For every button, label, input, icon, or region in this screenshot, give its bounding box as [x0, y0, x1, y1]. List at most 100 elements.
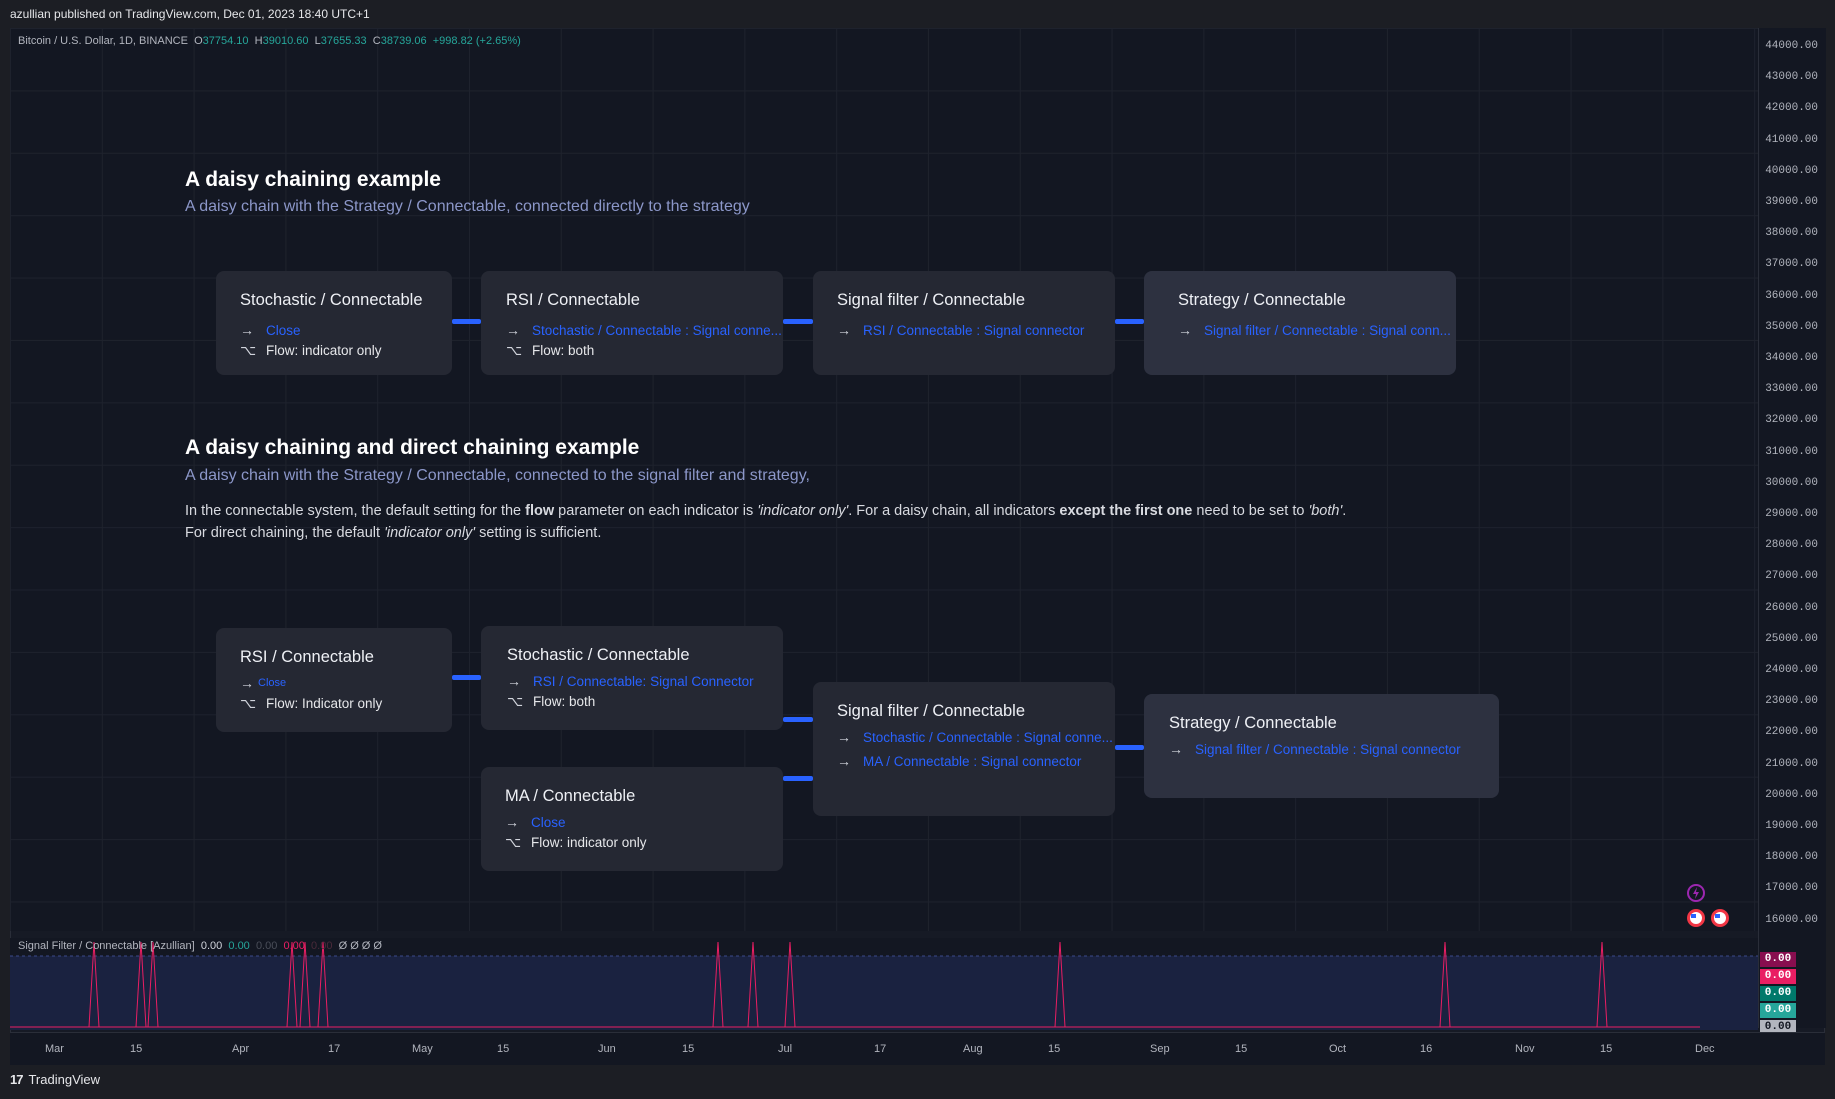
source-link[interactable]: MA / Connectable : Signal connector: [863, 753, 1082, 769]
time-label: 15: [682, 1043, 695, 1055]
arrow-icon: →: [506, 322, 520, 338]
signal-spike: [1054, 941, 1066, 1028]
price-label: 30000.00: [1765, 476, 1818, 489]
price-label: 39000.00: [1765, 196, 1818, 208]
flow-text: Flow: both: [533, 693, 596, 709]
signal-spike: [88, 941, 100, 1028]
us-flag-icon[interactable]: [1687, 909, 1705, 927]
arrow-icon: →: [240, 322, 254, 338]
price-label: 37000.00: [1765, 258, 1818, 271]
price-label: 27000.00: [1765, 570, 1818, 583]
tradingview-logo: 17: [10, 1072, 24, 1087]
price-label: 25000.00: [1765, 632, 1818, 645]
signal-spike: [317, 941, 329, 1028]
time-label: 16: [1420, 1043, 1433, 1055]
connector-line: [783, 717, 813, 722]
published-header: azullian published on TradingView.com, D…: [0, 0, 1835, 28]
card-rsi[interactable]: RSI / Connectable → Stochastic / Connecta…: [481, 271, 783, 375]
card-title: RSI / Connectable: [240, 648, 374, 666]
price-label: 20000.00: [1765, 788, 1818, 801]
flow-icon: ⌥: [507, 692, 524, 709]
arrow-icon: →: [837, 729, 851, 745]
time-label: Jun: [598, 1043, 616, 1055]
flow-text: Flow: indicator only: [266, 342, 382, 358]
connector-line: [1115, 745, 1144, 750]
indicator-legend[interactable]: Signal Filter / Connectable [Azullian] 0…: [18, 940, 382, 952]
time-label: Apr: [232, 1043, 250, 1055]
source-link[interactable]: Close: [266, 322, 301, 338]
price-label: 28000.00: [1765, 539, 1818, 552]
value-badge: 0.00: [1760, 986, 1796, 1001]
high-value: 39010.60: [262, 35, 309, 47]
value-badge: 0.00: [1760, 969, 1796, 984]
arrow-icon: →: [837, 753, 851, 769]
connector-line: [783, 776, 813, 781]
signal-spike: [1596, 941, 1608, 1028]
section2-subtitle: A daisy chain with the Strategy / Connec…: [185, 467, 810, 484]
time-label: 15: [130, 1043, 143, 1055]
signal-spike: [712, 941, 724, 1028]
price-label: 40000.00: [1765, 164, 1818, 177]
time-scale[interactable]: [10, 1032, 1825, 1065]
price-label: 36000.00: [1765, 289, 1818, 302]
low-value: 37655.33: [320, 35, 367, 47]
card-ma[interactable]: MA / Connectable → Close ⌥ Flow: indicator…: [481, 767, 783, 871]
time-label: 17: [874, 1043, 887, 1055]
source-link[interactable]: Close: [258, 677, 287, 689]
price-label: 31000.00: [1765, 445, 1818, 458]
price-label: 19000.00: [1765, 820, 1818, 832]
price-label: 43000.00: [1765, 71, 1818, 84]
time-label: Nov: [1515, 1043, 1535, 1055]
flow-icon: ⌥: [505, 833, 522, 850]
price-label: 41000.00: [1765, 133, 1818, 146]
card-title: Strategy / Connectable: [1178, 291, 1346, 309]
us-flag-icon[interactable]: [1711, 909, 1729, 927]
signal-spike: [299, 941, 311, 1028]
card-signal-filter-2[interactable]: Signal filter / Connectable → Stochastic …: [813, 682, 1115, 816]
price-label: 26000.00: [1765, 601, 1818, 614]
source-link[interactable]: RSI / Connectable: Signal Connector: [533, 673, 754, 689]
arrow-icon: →: [507, 673, 521, 689]
card-signal-filter[interactable]: Signal filter / Connectable → RSI / Conne…: [813, 271, 1115, 375]
price-label: 33000.00: [1765, 383, 1818, 396]
event-icons[interactable]: [1683, 882, 1743, 932]
card-stochastic-2[interactable]: Stochastic / Connectable → RSI / Connecta…: [481, 626, 783, 730]
signal-spike: [1439, 941, 1451, 1028]
price-label: 21000.00: [1765, 757, 1818, 770]
open-value: 37754.10: [202, 35, 249, 47]
symbol-legend[interactable]: Bitcoin / U.S. Dollar, 1D, BINANCE O3775…: [18, 35, 521, 47]
value-badge: 0.00: [1760, 952, 1796, 967]
card-strategy-2[interactable]: Strategy / Connectable → Signal filter / …: [1144, 694, 1499, 798]
indicator-name: Signal Filter / Connectable [Azullian]: [18, 940, 195, 952]
connector-line: [452, 319, 481, 324]
lightning-icon[interactable]: [1687, 884, 1705, 902]
card-stochastic[interactable]: Stochastic / Connectable → Close ⌥ Flow: i…: [216, 271, 452, 375]
card-title: Strategy / Connectable: [1169, 714, 1337, 732]
brand-name: TradingView: [28, 1072, 101, 1087]
arrow-icon: →: [1169, 741, 1183, 757]
source-link[interactable]: Close: [531, 814, 566, 830]
flow-text: Flow: Indicator only: [266, 695, 383, 711]
flow-icon: ⌥: [240, 694, 257, 711]
section2-paragraph: In the connectable system, the default s…: [185, 503, 1347, 541]
signal-spike: [147, 941, 159, 1028]
source-link[interactable]: Signal filter / Connectable : Signal con…: [1204, 322, 1451, 338]
signal-spikes: [88, 941, 1608, 1028]
source-link[interactable]: Signal filter / Connectable : Signal con…: [1195, 741, 1461, 757]
connector-line: [1115, 319, 1144, 324]
price-scale[interactable]: 44000.00 43000.00 42000.00 41000.00 40000.00…: [1758, 28, 1826, 1028]
time-label: Sep: [1150, 1043, 1170, 1055]
signal-spike: [135, 941, 147, 1028]
card-rsi-2[interactable]: RSI / Connectable → Close ⌥ Flow: Indicato…: [216, 628, 452, 732]
price-label: 22000.00: [1765, 726, 1818, 739]
signal-spike: [747, 941, 759, 1028]
section1-title: A daisy chaining example: [185, 168, 441, 191]
time-label: Oct: [1329, 1043, 1347, 1055]
source-link[interactable]: Stochastic / Connectable : Signal conne.…: [863, 729, 1113, 745]
time-label: 15: [1048, 1043, 1061, 1055]
card-strategy[interactable]: Strategy / Connectable → Signal filter / …: [1144, 271, 1456, 375]
source-link[interactable]: Stochastic / Connectable : Signal conne.…: [532, 322, 782, 338]
value-badge: 0.00: [1760, 1020, 1796, 1035]
source-link[interactable]: RSI / Connectable : Signal connector: [863, 322, 1085, 338]
section2-title: A daisy chaining and direct chaining exa…: [185, 436, 640, 459]
